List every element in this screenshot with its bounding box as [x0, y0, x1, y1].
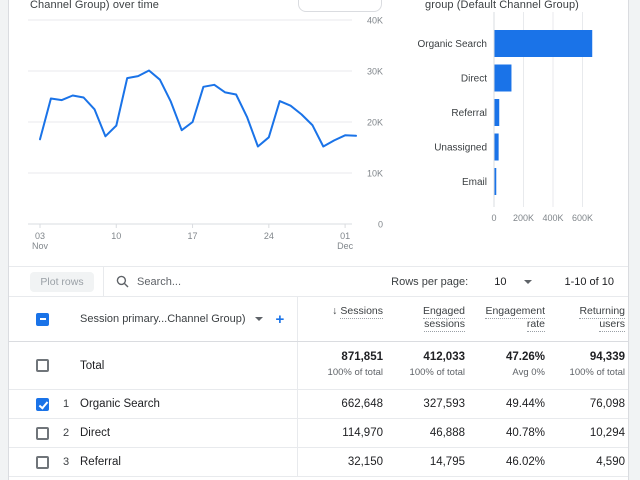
table-toolbar: Plot rows Rows per page: 10 1-10 of 10: [9, 266, 628, 297]
bar-chart-category-label: Direct: [461, 74, 487, 85]
line-chart-x-label: 03: [35, 231, 45, 241]
table-row: 3 Referral 32,150 14,795 46.02% 4,590: [9, 448, 628, 477]
cell-returning-users: 10,294: [589, 427, 625, 439]
dimension-header[interactable]: Session primary...Channel Group): [80, 313, 246, 325]
dimension-caret-icon[interactable]: [255, 317, 264, 321]
rows-per-page-label: Rows per page:: [391, 275, 469, 288]
column-header-engagement-rate[interactable]: Engagement rate: [485, 305, 545, 332]
sessions-line-series: [39, 69, 357, 148]
bar-chart-x-label: 0: [491, 213, 496, 223]
cell-returning-users: 76,098: [589, 398, 625, 410]
line-chart-y-label: 0: [378, 220, 383, 230]
table-header-row: Session primary...Channel Group) + ↓ Sess…: [9, 297, 628, 342]
total-row: Total 871,851 100% of total 412,033 100%…: [9, 342, 628, 390]
column-header-engaged-sessions[interactable]: Engaged sessions: [422, 305, 465, 332]
line-chart-x-label: Nov: [32, 241, 49, 251]
cell-sessions: 114,970: [342, 427, 383, 439]
channel-bar: [494, 30, 593, 57]
cell-engaged-sessions: 14,795: [429, 456, 465, 468]
bar-chart-category-label: Email: [462, 177, 487, 188]
bar-chart-x-label: 600K: [572, 213, 593, 223]
plot-rows-button[interactable]: Plot rows: [30, 271, 94, 292]
total-engagement-rate: 47.26% Avg 0%: [505, 351, 545, 378]
charts-section: Channel Group) over time group (Default …: [9, 0, 628, 267]
bar-chart-x-label: 400K: [542, 213, 563, 223]
column-divider: [297, 419, 298, 447]
column-header-returning-users[interactable]: Returning users: [579, 305, 625, 332]
report-card: Channel Group) over time group (Default …: [8, 0, 629, 480]
column-divider: [297, 342, 298, 389]
total-returning-users: 94,339 100% of total: [569, 351, 625, 378]
add-dimension-button[interactable]: +: [275, 310, 285, 328]
bar-chart-x-label: 200K: [513, 213, 534, 223]
total-row-checkbox[interactable]: [36, 359, 49, 372]
row-number: 3: [62, 456, 70, 468]
row-channel-name: Organic Search: [80, 398, 160, 410]
table-row: 2 Direct 114,970 46,888 40.78% 10,294: [9, 419, 628, 448]
column-divider: [297, 297, 298, 341]
row-checkbox[interactable]: [36, 426, 49, 440]
cell-engagement-rate: 49.44%: [505, 398, 545, 410]
bar-chart-category-label: Organic Search: [418, 39, 487, 50]
table-row: 1 Organic Search 662,648 327,593 49.44% …: [9, 390, 628, 419]
row-number: 2: [62, 427, 70, 439]
bar-chart-title: group (Default Channel Group): [425, 0, 579, 11]
line-chart-x-label: 01: [340, 231, 350, 241]
cell-sessions: 32,150: [347, 456, 383, 468]
line-chart-x-label: 24: [264, 231, 274, 241]
cell-sessions: 662,648: [341, 398, 383, 410]
line-chart-y-label: 20K: [367, 118, 383, 128]
sort-desc-icon: ↓: [332, 305, 338, 317]
select-all-checkbox[interactable]: [36, 312, 49, 326]
cell-engagement-rate: 40.78%: [505, 427, 545, 439]
line-chart-y-label: 40K: [367, 16, 383, 26]
chart-options-dropdown[interactable]: [298, 0, 382, 12]
total-engaged-sessions: 412,033 100% of total: [409, 351, 465, 378]
total-sessions: 871,851 100% of total: [327, 351, 383, 378]
pagination-status: 1-10 of 10: [564, 275, 614, 288]
search-box[interactable]: [116, 275, 391, 288]
cell-returning-users: 4,590: [596, 456, 625, 468]
row-number: 1: [62, 398, 70, 410]
search-input[interactable]: [137, 275, 317, 288]
column-header-sessions[interactable]: ↓ Sessions: [332, 305, 383, 319]
column-divider: [297, 448, 298, 476]
channel-bar: [494, 99, 500, 126]
line-chart-title: Channel Group) over time: [30, 0, 159, 11]
line-chart-x-label: 10: [111, 231, 121, 241]
line-chart-y-label: 10K: [367, 169, 383, 179]
channel-bar: [494, 64, 512, 92]
cell-engaged-sessions: 327,593: [423, 398, 465, 410]
column-divider: [297, 390, 298, 418]
channel-bar: [494, 168, 497, 195]
rows-per-page-value[interactable]: 10: [494, 275, 507, 288]
row-channel-name: Direct: [80, 427, 111, 439]
row-checkbox[interactable]: [36, 397, 49, 411]
bar-chart-category-label: Referral: [451, 108, 487, 119]
line-chart-x-label: 17: [188, 231, 198, 241]
total-label: Total: [80, 359, 105, 372]
row-channel-name: Referral: [80, 456, 121, 468]
line-chart-x-label: Dec: [337, 241, 354, 251]
rows-per-page-caret-icon[interactable]: [524, 279, 533, 284]
bar-chart-category-label: Unassigned: [434, 143, 487, 154]
line-chart-y-label: 30K: [367, 67, 383, 77]
cell-engagement-rate: 46.02%: [505, 456, 545, 468]
cell-engaged-sessions: 46,888: [429, 427, 465, 439]
channel-bar: [494, 133, 499, 161]
search-icon: [116, 275, 129, 288]
row-checkbox[interactable]: [36, 455, 49, 469]
toolbar-divider: [103, 266, 104, 297]
